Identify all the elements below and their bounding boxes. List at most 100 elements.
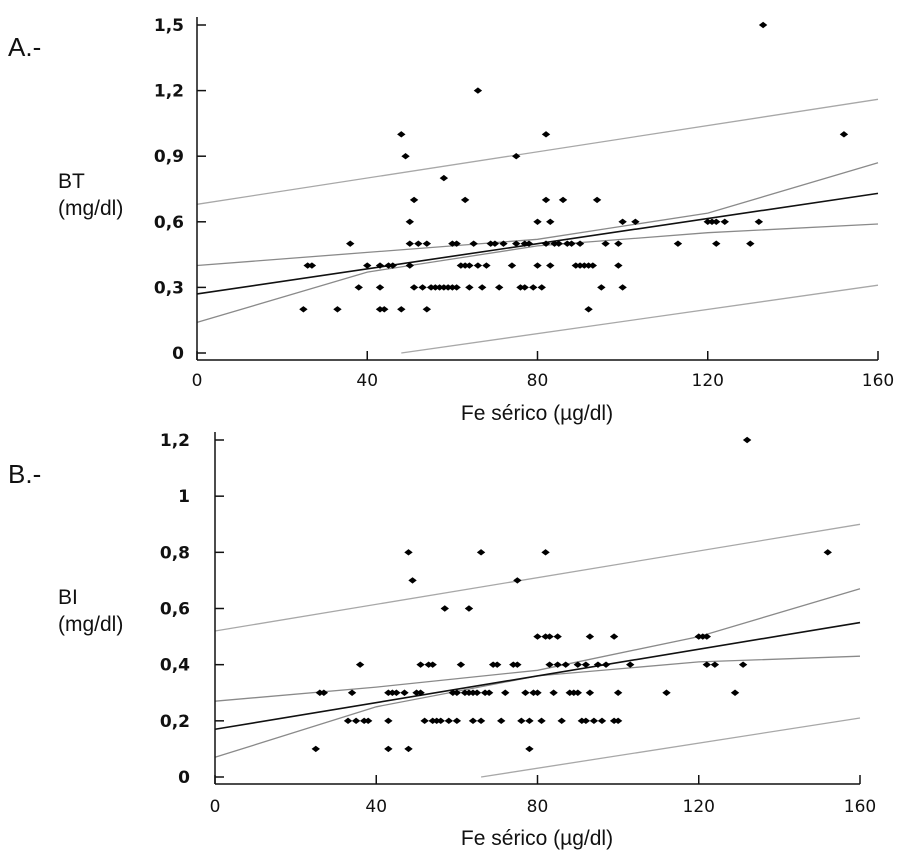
panel-b-data-point xyxy=(573,661,583,668)
panel-b-data-point xyxy=(497,717,506,725)
panel-b-fit xyxy=(214,621,861,731)
panel-a-data-point xyxy=(546,218,555,225)
panel-a-data-point xyxy=(703,218,712,225)
panel-a-data-point xyxy=(486,240,495,247)
panel-a-data-point xyxy=(571,262,581,269)
panel-a-fit xyxy=(196,192,879,295)
panel-b-data-point xyxy=(710,661,720,668)
panel-a-data-point xyxy=(443,284,453,291)
panel-b-ytick-label: 1,2 xyxy=(160,431,190,451)
panel-a-data-point xyxy=(614,240,623,247)
panel-b-data-point xyxy=(444,717,454,725)
panel-b-data-point xyxy=(404,745,413,753)
panel-b-data-point xyxy=(440,605,449,612)
panel-a-xtick-label: 80 xyxy=(527,371,549,391)
panel-a-data-point xyxy=(469,240,478,247)
panel-a-data-point xyxy=(333,306,342,313)
panel-a-data-point xyxy=(524,240,534,247)
panel-b-data-point xyxy=(702,661,712,668)
panel-a-data-point xyxy=(397,306,406,313)
panel-b-data-point xyxy=(436,717,445,725)
panel-a-data-point xyxy=(439,174,449,182)
panel-b-data-point xyxy=(738,661,748,668)
panel-a-ylabel-line2: (mg/dl) xyxy=(58,197,123,220)
panel-a-data-point xyxy=(354,284,363,291)
panel-a-data-point xyxy=(405,262,415,269)
panel-b-data-point xyxy=(420,717,429,725)
panel-b-data-point xyxy=(428,661,437,668)
panel-a-data-point xyxy=(533,262,542,269)
panel-a-data-point xyxy=(673,240,683,247)
panel-b-xtick-label: 160 xyxy=(844,797,876,817)
panel-a-ytick-label: 1,5 xyxy=(154,16,184,36)
panel-b-data-point xyxy=(355,661,365,668)
panel-a-data-point xyxy=(307,262,317,269)
panel-a-data-point xyxy=(614,262,623,269)
panel-a-data-point xyxy=(541,240,551,247)
panel-a-regression-line xyxy=(196,192,879,295)
panel-b-data-point xyxy=(537,717,546,725)
panel-a-data-point xyxy=(380,306,389,313)
panel-b-data-point xyxy=(553,633,562,640)
panel-b-data-point xyxy=(351,717,361,725)
panel-b-data-point xyxy=(492,661,502,668)
panel-a-ytick-label: 0,9 xyxy=(154,147,184,167)
panel-b-data-point xyxy=(585,633,595,640)
panel-b-ytick-label: 0,8 xyxy=(160,543,190,563)
panel-b-data-point xyxy=(626,661,635,668)
panel-a-data-point xyxy=(363,262,372,269)
panel-a-data-point xyxy=(554,240,563,247)
panel-a-data-point xyxy=(618,284,627,291)
panel-a-ylabel-line1: BT xyxy=(58,170,85,193)
panel-a-data-point xyxy=(584,262,593,269)
panel-a-data-point xyxy=(546,262,555,269)
panel-a-ytick-label: 1,2 xyxy=(154,82,184,102)
panel-b-data-point xyxy=(472,689,482,696)
panel-a-data-point xyxy=(558,196,568,204)
panel-b-data-point xyxy=(593,661,603,668)
panel-b-data-point xyxy=(597,717,607,725)
panel-a-points xyxy=(299,21,849,313)
panel-a-data-point xyxy=(375,262,385,269)
panel-b-data-point xyxy=(513,577,522,584)
panel-b-data-point xyxy=(464,605,474,612)
panel-a-data-point xyxy=(541,131,551,138)
panel-b-data-point xyxy=(557,717,566,725)
panel-b-data-point xyxy=(452,717,462,725)
panel-a-data-point xyxy=(758,21,768,29)
panel-b-data-point xyxy=(476,549,486,556)
panel-a-prediction-lower xyxy=(401,284,879,354)
panel-b-data-point xyxy=(404,549,413,556)
panel-a-data-point xyxy=(575,240,585,247)
panel-a-data-point xyxy=(422,306,432,313)
panel-b-data-point xyxy=(589,717,599,725)
panel-a-data-point xyxy=(839,131,849,138)
panel-b-ylabel-line1: BI xyxy=(58,586,78,609)
panel-a-data-point xyxy=(460,262,470,269)
panel-a-data-point xyxy=(512,240,521,247)
panel-b-data-point xyxy=(525,745,534,753)
panel-a-bt-chart: A.- BT (mg/dl) Fe sérico (µg/dl) 0 0,3 0,6… xyxy=(8,16,894,425)
panel-b-data-point xyxy=(384,717,393,725)
panel-a-data-point xyxy=(482,262,491,269)
panel-b-data-point xyxy=(416,689,425,696)
panel-a-data-point xyxy=(426,284,436,291)
panel-a-data-point xyxy=(707,218,717,225)
panel-a-data-point xyxy=(422,240,432,247)
panel-a-data-point xyxy=(520,240,529,247)
panel-b-bi-chart: B.- BI (mg/dl) Fe sérico (µg/dl) 0 0,2 0,4… xyxy=(8,431,876,850)
panel-a-data-point xyxy=(431,284,440,291)
panel-a-label: A.- xyxy=(8,32,41,62)
panel-a-data-point xyxy=(346,240,355,247)
panel-a-xtick-label: 160 xyxy=(862,371,894,391)
panel-b-label: B.- xyxy=(8,459,41,489)
panel-b-xlabel: Fe sérico (µg/dl) xyxy=(461,827,613,850)
panel-a-data-point xyxy=(512,153,521,160)
panel-a-data-point xyxy=(588,262,598,269)
panel-a-data-point xyxy=(448,240,457,247)
panel-b-data-point xyxy=(408,577,417,584)
panel-b-data-point xyxy=(609,633,619,640)
panel-a-data-point xyxy=(507,262,517,269)
panel-a-data-point xyxy=(575,262,585,269)
panel-a-data-point xyxy=(537,284,546,291)
